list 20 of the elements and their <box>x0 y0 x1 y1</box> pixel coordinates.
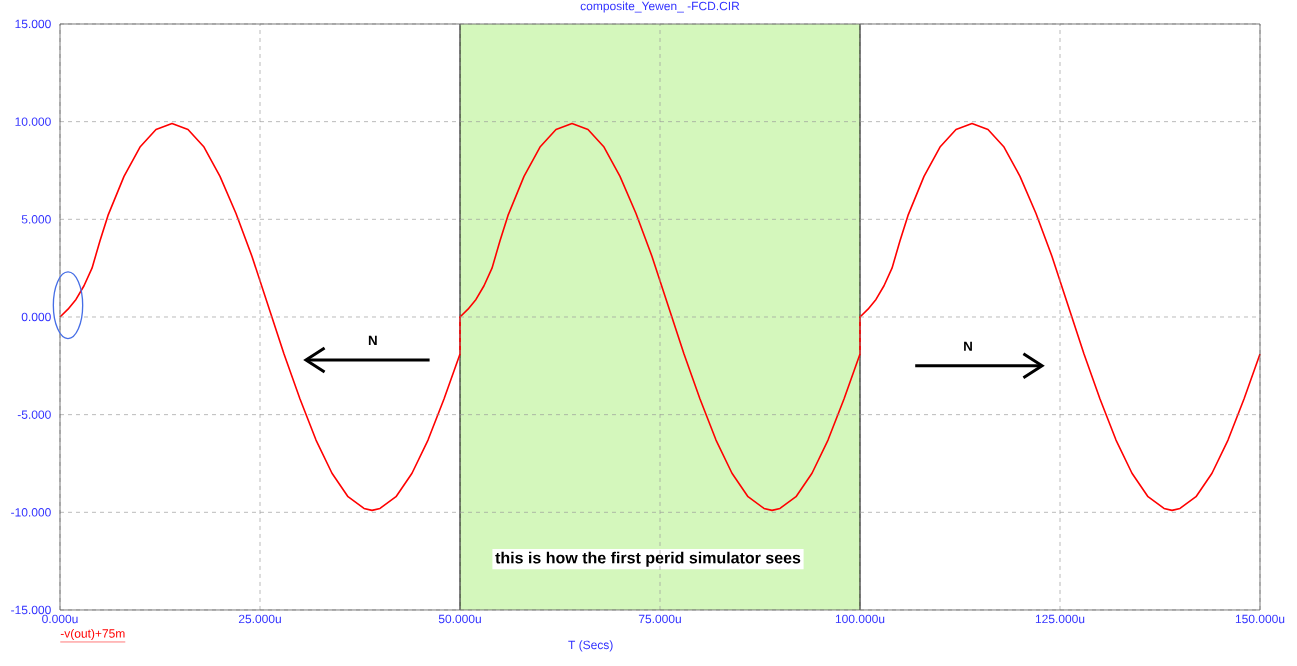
y-tick-label: 5.000 <box>21 215 51 224</box>
x-tick-label: 0.000u <box>42 614 78 624</box>
x-axis-title: T (Secs) <box>568 640 613 652</box>
x-tick-label: 50.000u <box>438 614 481 624</box>
y-tick-label: -10.000 <box>11 508 51 517</box>
y-tick-label: -15.000 <box>11 605 51 615</box>
chart-title: composite_Yewen_ -FCD.CIR <box>580 1 740 13</box>
x-tick-label: 125.000u <box>1035 614 1085 624</box>
x-tick-label: 100.000u <box>835 614 885 624</box>
annotation: this is how the first perid simulator sees <box>495 551 801 567</box>
annotation: N <box>368 335 377 346</box>
x-tick-label: 25.000u <box>238 614 281 624</box>
x-tick-label: 150.000u <box>1235 614 1285 624</box>
x-tick-label: 75.000u <box>638 614 681 624</box>
annotation: N <box>964 341 972 351</box>
y-tick-label: 15.000 <box>15 19 51 29</box>
y-tick-label: -5.000 <box>17 410 51 419</box>
y-tick-label: 10.000 <box>15 117 51 126</box>
y-tick-label: 0.000 <box>21 312 51 322</box>
text: -v(out)+75m <box>60 628 125 641</box>
